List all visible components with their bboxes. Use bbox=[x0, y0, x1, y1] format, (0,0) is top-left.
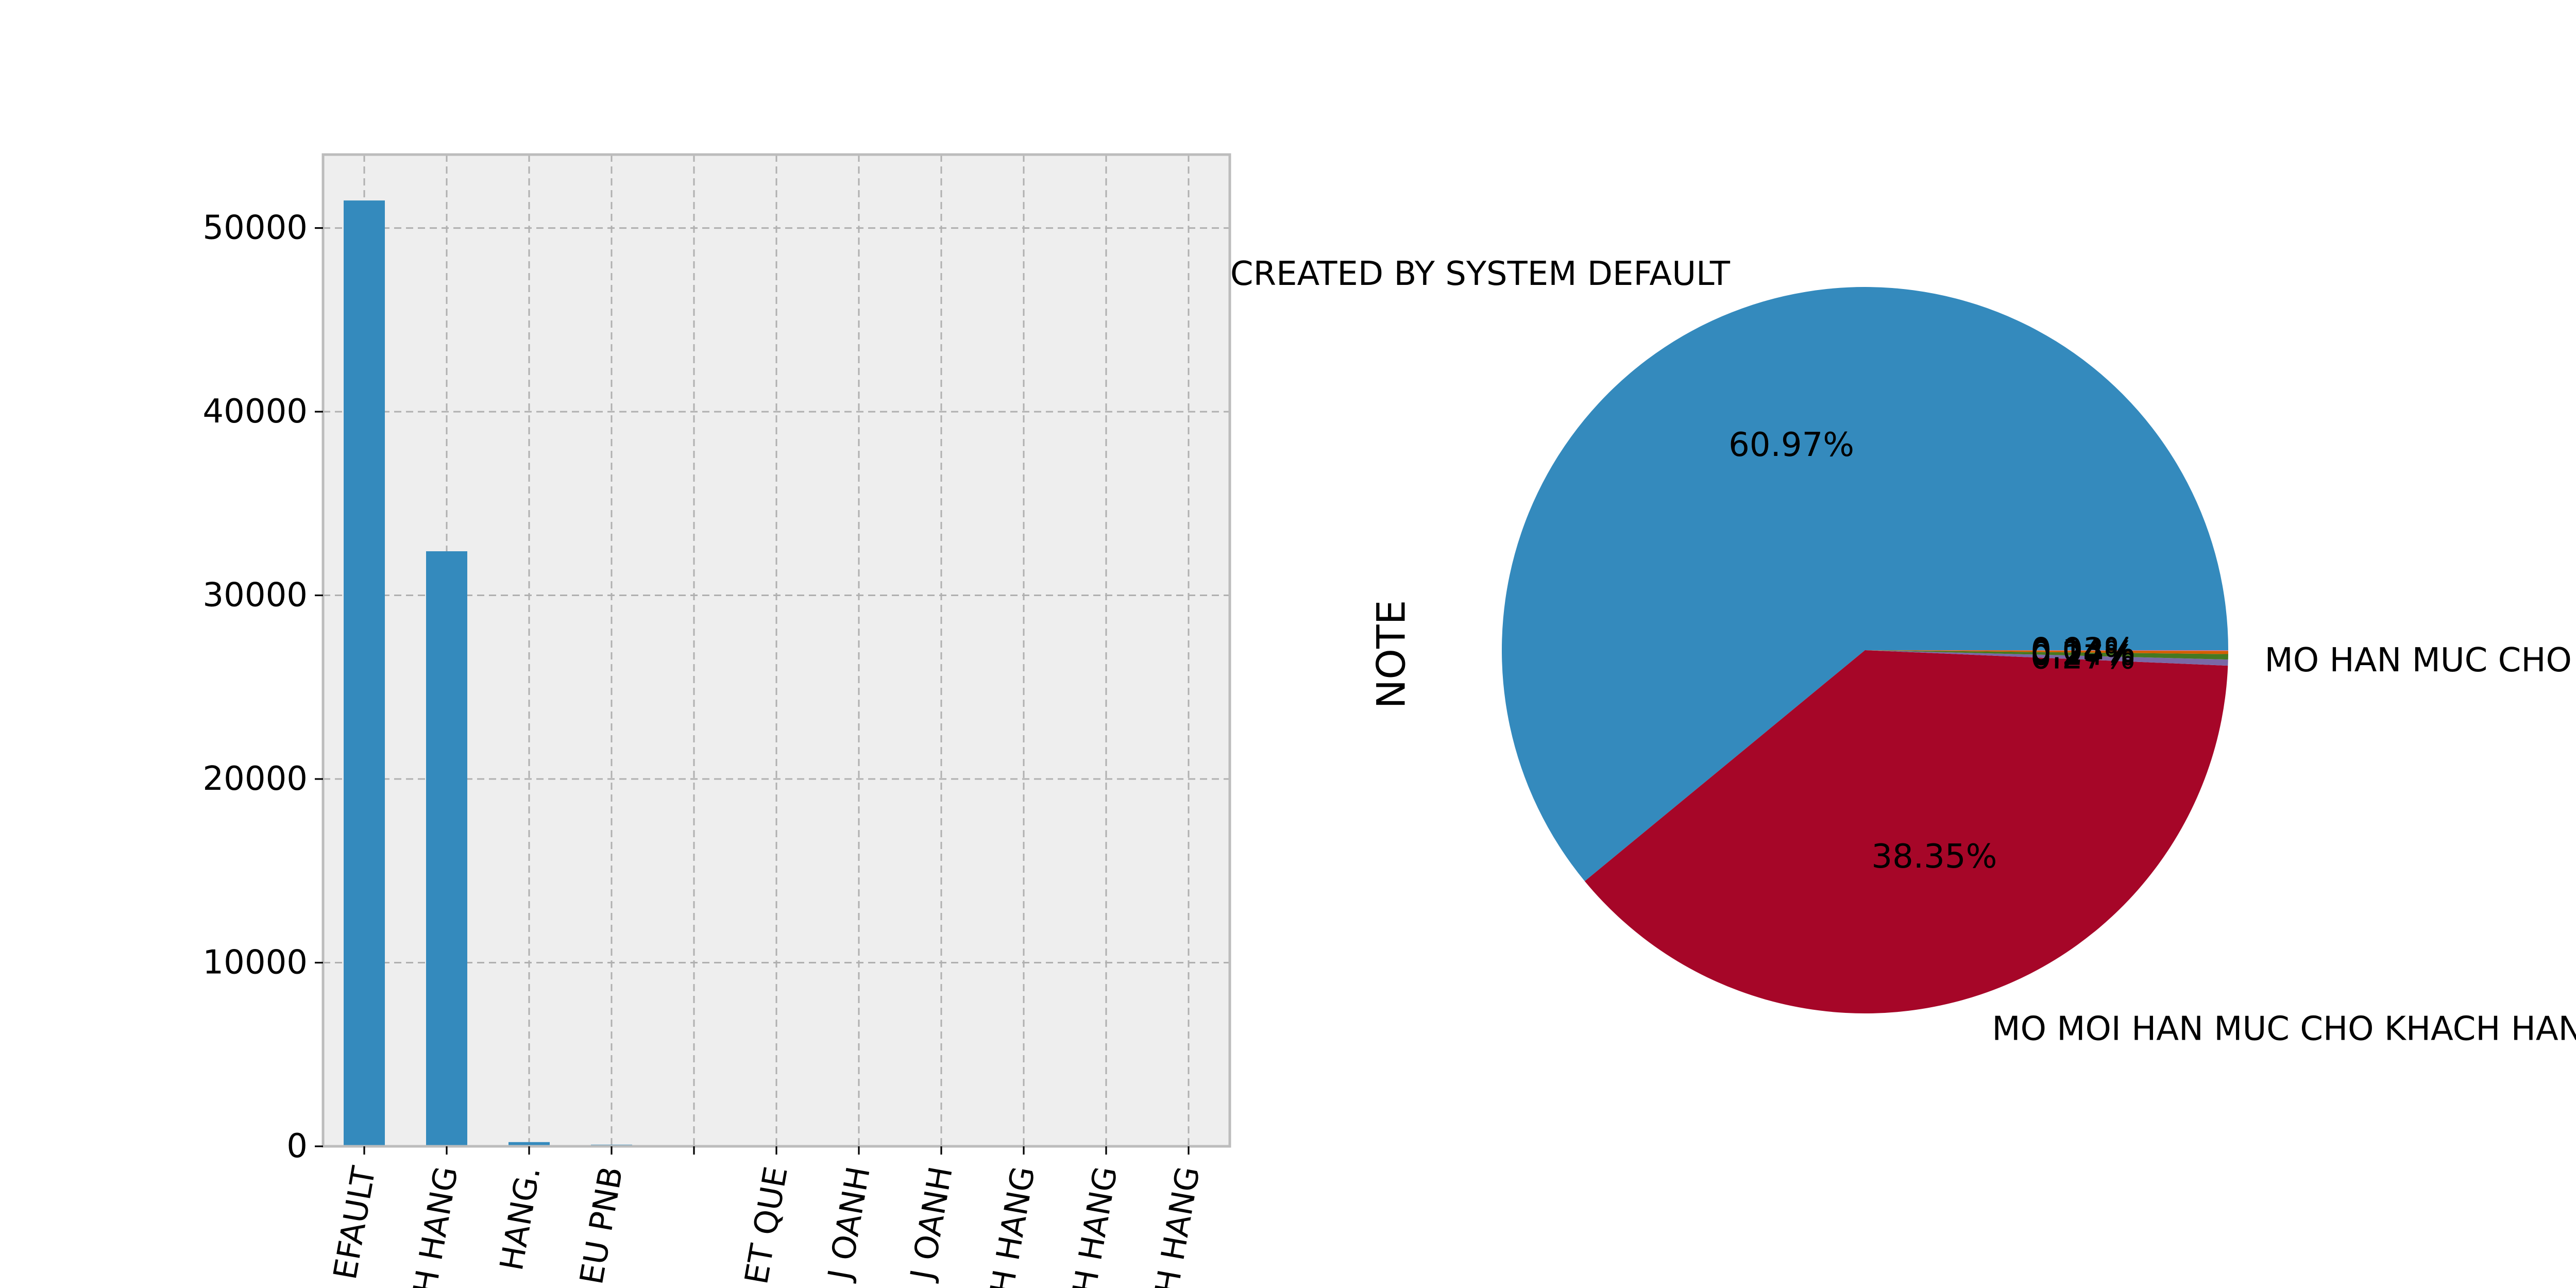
bar-xtick-label: H HANG bbox=[1065, 1164, 1125, 1288]
pie-percent-label: 0.03% bbox=[2030, 631, 2135, 669]
pie-chart: NOTE 60.97% CREATED BY SYSTEM DEFAULT 38.3… bbox=[1230, 255, 2576, 1048]
bar-ytick-label: 50000 bbox=[202, 209, 308, 247]
bar-ytick-label: 0 bbox=[286, 1127, 308, 1165]
bar-ytick-label: 20000 bbox=[202, 760, 308, 798]
bar-xtick-label: EU PNB bbox=[572, 1164, 630, 1287]
bar bbox=[509, 1142, 550, 1146]
pie-labels: 60.97% CREATED BY SYSTEM DEFAULT 38.35% MO … bbox=[1230, 255, 2576, 1048]
pie-slice bbox=[1865, 650, 2228, 660]
bar-y-axis: 0 10000 20000 30000 40000 50000 bbox=[202, 209, 323, 1165]
pie-small-slice-label: MO HAN MUC CHO bbox=[2265, 641, 2572, 680]
bar-xtick-label: H HANG bbox=[1148, 1164, 1207, 1288]
bar-xtick-label: H HANG bbox=[406, 1164, 465, 1288]
pie-ylabel: NOTE bbox=[1368, 600, 1414, 708]
bar-chart: 0 10000 20000 30000 40000 50000 EFAULT H HANG H… bbox=[202, 153, 1231, 1288]
bar bbox=[344, 200, 385, 1146]
bar-xtick-label: EFAULT bbox=[326, 1163, 383, 1282]
pie-slice bbox=[1865, 650, 2228, 651]
pie-slices bbox=[1502, 286, 2228, 1013]
bar-ytick-label: 40000 bbox=[202, 393, 308, 431]
pie-category-label: MO MOI HAN MUC CHO KHACH HANG bbox=[1992, 1010, 2576, 1048]
bar-xtick-label: HANG. bbox=[493, 1164, 548, 1274]
pie-slice bbox=[1865, 650, 2228, 666]
bar-xtick-label: J OANH bbox=[903, 1164, 960, 1284]
pie-slice bbox=[1865, 650, 2228, 654]
pie-slice bbox=[1584, 650, 2228, 1013]
pie-slice bbox=[1502, 286, 2228, 882]
pie-percent-label: 60.97% bbox=[1728, 426, 1854, 464]
pie-category-label: CREATED BY SYSTEM DEFAULT bbox=[1230, 255, 1731, 293]
pie-percent-label: 0.27% bbox=[2030, 638, 2135, 676]
pie-percent-label: 38.35% bbox=[1871, 838, 1997, 876]
bar-xtick-label: ET QUE bbox=[737, 1164, 795, 1287]
bar-ytick-label: 30000 bbox=[202, 577, 308, 615]
bar-x-axis: EFAULT H HANG HANG. EU PNB ET QUE J OANH J OAN… bbox=[326, 1146, 1207, 1288]
bar-ytick-label: 10000 bbox=[202, 944, 308, 982]
pie-percent-label: 0.24% bbox=[2030, 635, 2135, 673]
bar-axes-background bbox=[323, 155, 1230, 1146]
bar-xtick-label: H HANG bbox=[983, 1164, 1042, 1288]
bar-series bbox=[344, 200, 1209, 1146]
pie-percent-label: 0.14% bbox=[2030, 633, 2135, 671]
bar-xtick-label: J OANH bbox=[820, 1164, 877, 1284]
bar bbox=[426, 551, 467, 1146]
